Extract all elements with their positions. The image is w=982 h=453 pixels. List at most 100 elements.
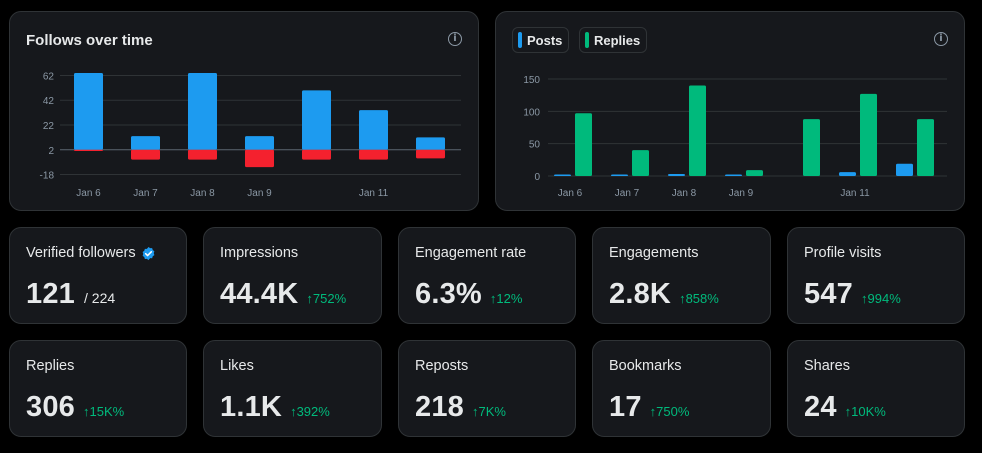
stat-card-engagements[interactable]: Engagements 2.8K ↑858% bbox=[592, 227, 771, 324]
stat-delta: ↑392% bbox=[290, 404, 330, 419]
unfollows-bar bbox=[74, 149, 103, 151]
stat-label: Verified followers bbox=[26, 245, 136, 261]
posts-bar bbox=[725, 174, 742, 176]
replies-bar bbox=[917, 119, 934, 176]
stat-delta: ↑994% bbox=[861, 291, 901, 306]
replies-bar bbox=[575, 113, 592, 176]
info-icon[interactable]: i bbox=[934, 32, 948, 46]
stat-value: 547 bbox=[804, 278, 853, 310]
stat-delta: ↑7K% bbox=[472, 404, 506, 419]
stat-value: 218 bbox=[415, 391, 464, 423]
x-tick-label: Jan 11 bbox=[840, 188, 870, 199]
posts-bar bbox=[554, 174, 571, 176]
stat-label: Impressions bbox=[220, 245, 299, 261]
stat-label: Profile visits bbox=[804, 245, 882, 261]
stat-delta: ↑15K% bbox=[83, 404, 125, 419]
stat-value: 6.3% bbox=[415, 278, 482, 310]
stat-value: 44.4K bbox=[220, 278, 299, 310]
stat-card-profile-visits[interactable]: Profile visits 547 ↑994% bbox=[787, 227, 965, 324]
follows-bar bbox=[302, 90, 331, 150]
follows-bar bbox=[131, 136, 160, 150]
unfollows-bar bbox=[359, 149, 388, 160]
replies-bar bbox=[803, 119, 820, 176]
x-tick-label: Jan 6 bbox=[558, 188, 583, 199]
stat-card-replies[interactable]: Replies 306 ↑15K% bbox=[9, 340, 187, 437]
x-tick-label: Jan 8 bbox=[190, 188, 215, 199]
stat-total: / 224 bbox=[84, 290, 116, 306]
stat-card-likes[interactable]: Likes 1.1K ↑392% bbox=[203, 340, 382, 437]
x-tick-label: Jan 9 bbox=[247, 188, 272, 199]
stat-label: Engagement rate bbox=[415, 245, 527, 261]
stat-value: 306 bbox=[26, 391, 75, 423]
y-tick-label: 2 bbox=[48, 146, 54, 157]
y-tick-label: 62 bbox=[43, 71, 55, 82]
stat-card-bookmarks[interactable]: Bookmarks 17 ↑750% bbox=[592, 340, 771, 437]
posts-bar bbox=[668, 174, 685, 176]
y-tick-label: 42 bbox=[43, 96, 55, 107]
stat-card-impressions[interactable]: Impressions 44.4K ↑752% bbox=[203, 227, 382, 324]
y-tick-label: 50 bbox=[529, 140, 541, 151]
legend-replies-label: Replies bbox=[594, 32, 641, 48]
stat-value: 2.8K bbox=[609, 278, 672, 310]
x-tick-label: Jan 7 bbox=[615, 188, 640, 199]
stat-label: Engagements bbox=[609, 245, 699, 261]
stat-value: 1.1K bbox=[220, 391, 283, 423]
legend-posts[interactable]: Posts bbox=[512, 27, 570, 53]
follows-bar bbox=[359, 110, 388, 150]
stat-delta: ↑752% bbox=[306, 291, 347, 306]
stat-label: Reposts bbox=[415, 358, 469, 374]
unfollows-bar bbox=[302, 149, 331, 160]
unfollows-bar bbox=[131, 149, 160, 160]
posts-bar bbox=[839, 172, 856, 176]
stat-card-shares[interactable]: Shares 24 ↑10K% bbox=[787, 340, 965, 437]
replies-bar bbox=[689, 85, 706, 176]
replies-swatch bbox=[585, 32, 589, 48]
follows-bar bbox=[188, 73, 217, 150]
unfollows-bar bbox=[416, 149, 445, 159]
stat-value: 121 bbox=[26, 278, 75, 310]
unfollows-bar bbox=[245, 149, 274, 168]
y-tick-label: 150 bbox=[523, 75, 540, 86]
stat-card-verified-followers[interactable]: Verified followers 121 / 224 bbox=[9, 227, 187, 324]
stat-value: 24 bbox=[804, 391, 837, 423]
stat-label: Shares bbox=[804, 358, 850, 374]
stat-value: 17 bbox=[609, 391, 642, 423]
stat-delta: ↑750% bbox=[649, 404, 690, 419]
y-tick-label: -18 bbox=[40, 171, 55, 182]
follows-chart-title: Follows over time bbox=[26, 32, 153, 49]
x-tick-label: Jan 9 bbox=[729, 188, 754, 199]
replies-bar bbox=[632, 150, 649, 176]
legend-replies[interactable]: Replies bbox=[579, 27, 648, 53]
stat-label: Replies bbox=[26, 358, 75, 374]
follows-bar bbox=[245, 136, 274, 150]
follows-chart-card: Follows over time i 62 42 22 2 -18 Jan 6 Jan 7… bbox=[9, 11, 479, 211]
replies-bar bbox=[860, 93, 877, 176]
follows-bar bbox=[74, 73, 103, 150]
stat-delta: ↑12% bbox=[489, 291, 523, 306]
stat-delta: ↑858% bbox=[679, 291, 719, 306]
stat-delta: ↑10K% bbox=[844, 404, 886, 419]
posts-swatch bbox=[518, 32, 522, 48]
x-tick-label: Jan 11 bbox=[359, 188, 389, 199]
legend-posts-label: Posts bbox=[527, 32, 563, 48]
follows-bar bbox=[416, 137, 445, 150]
info-icon[interactable]: i bbox=[448, 32, 462, 46]
stat-label: Bookmarks bbox=[609, 358, 682, 374]
activity-chart: 150 100 50 0 Jan 6 Jan 7 Jan 8 Jan 9 Jan 11 bbox=[523, 75, 947, 199]
x-tick-label: Jan 7 bbox=[133, 188, 158, 199]
stat-label: Likes bbox=[220, 358, 254, 374]
stat-card-engagement-rate[interactable]: Engagement rate 6.3% ↑12% bbox=[398, 227, 576, 324]
replies-bar bbox=[746, 170, 763, 176]
unfollows-bar bbox=[188, 149, 217, 160]
x-tick-label: Jan 6 bbox=[76, 188, 101, 199]
y-tick-label: 0 bbox=[534, 172, 540, 183]
x-tick-label: Jan 8 bbox=[672, 188, 697, 199]
posts-bar bbox=[611, 174, 628, 176]
y-tick-label: 100 bbox=[523, 107, 540, 118]
activity-chart-card: Posts Replies i 150 100 50 0 Jan 6 Jan 7 Jan 8… bbox=[495, 11, 965, 211]
verified-badge-icon bbox=[142, 246, 154, 260]
stat-card-reposts[interactable]: Reposts 218 ↑7K% bbox=[398, 340, 576, 437]
posts-bar bbox=[896, 163, 913, 176]
y-tick-label: 22 bbox=[43, 121, 55, 132]
